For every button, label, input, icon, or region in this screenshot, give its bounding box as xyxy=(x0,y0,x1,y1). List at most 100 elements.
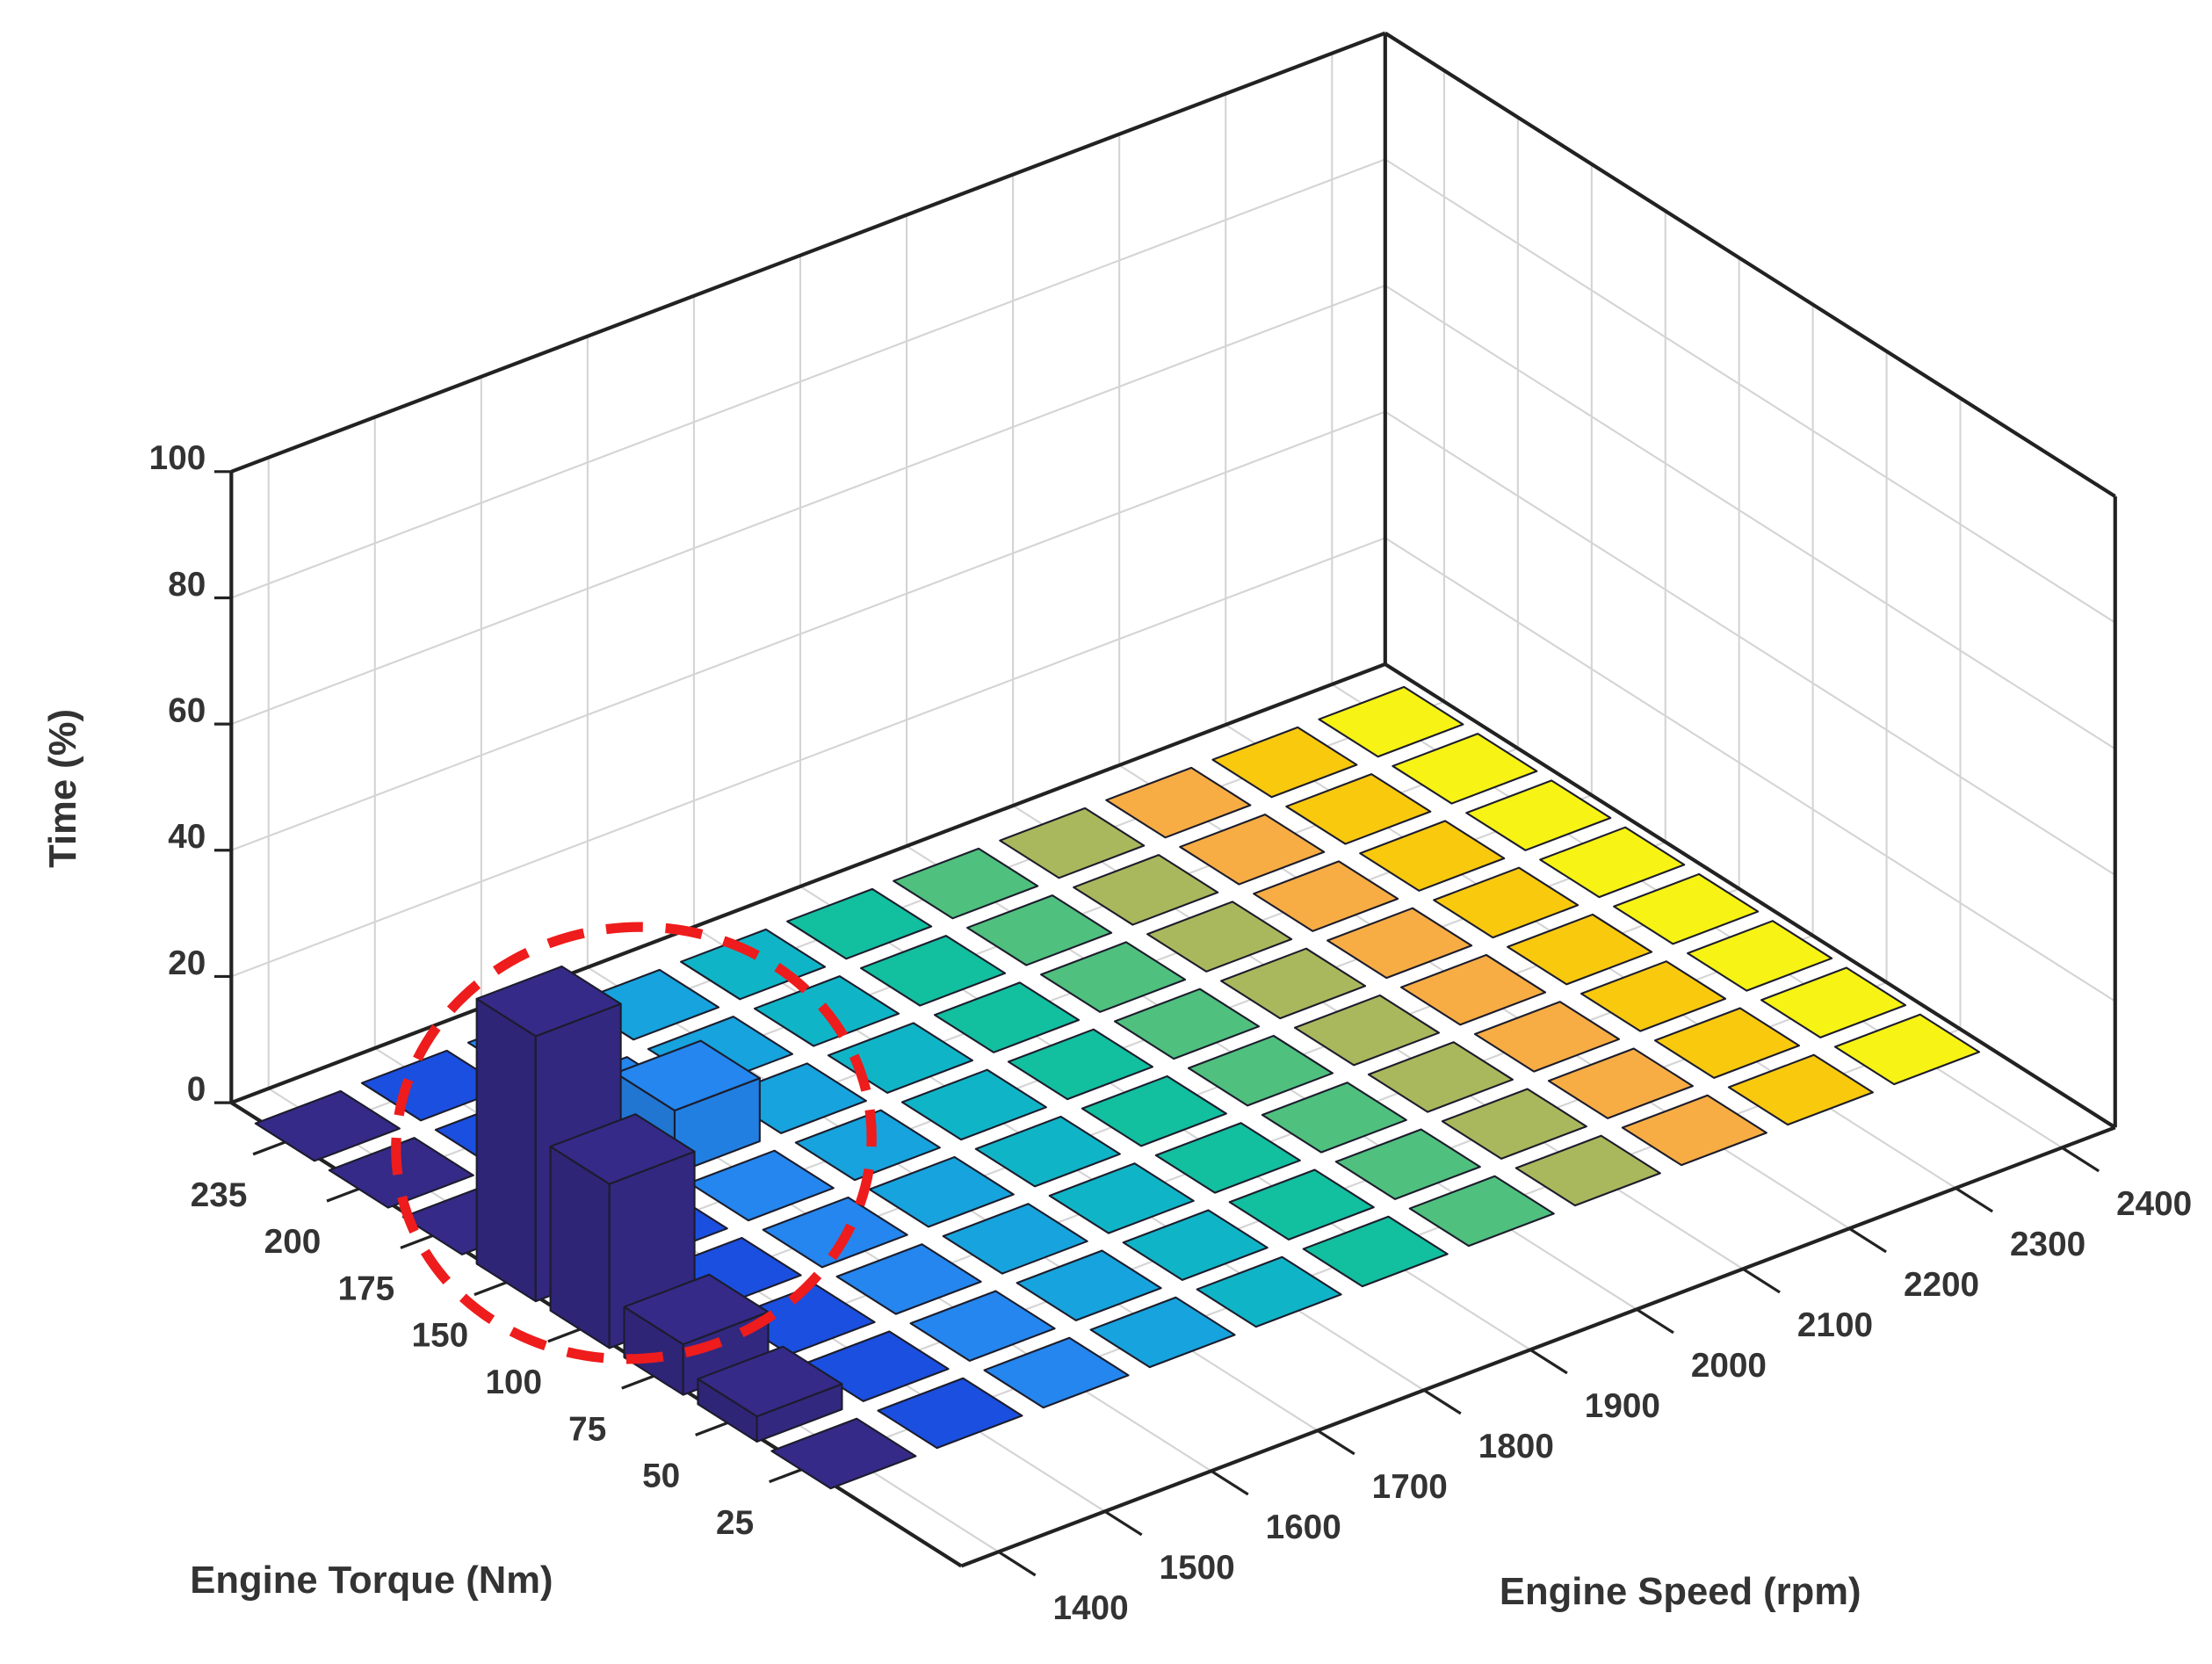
z-tick-label: 20 xyxy=(168,944,206,982)
bar xyxy=(1408,1175,1555,1248)
bar xyxy=(868,1155,1015,1228)
bar-top xyxy=(1760,966,1907,1038)
bar-top xyxy=(1211,726,1358,799)
bar-top xyxy=(1196,1255,1342,1328)
x-tick xyxy=(1955,1186,1994,1213)
bar-top xyxy=(1073,854,1219,926)
bar xyxy=(1073,854,1219,926)
bar-top xyxy=(1146,901,1293,973)
bar-top xyxy=(1547,1047,1694,1119)
axis-edge xyxy=(1384,31,2116,498)
grid-line xyxy=(1384,285,2116,750)
bar-top xyxy=(1261,1082,1407,1154)
bar-top xyxy=(254,1089,401,1162)
x-tick-label: 1500 xyxy=(1160,1549,1235,1587)
bar xyxy=(933,981,1081,1053)
bar xyxy=(1261,1082,1407,1154)
bar xyxy=(1833,1013,1981,1086)
x-tick-label: 1900 xyxy=(1585,1387,1660,1425)
bar xyxy=(1400,953,1547,1026)
bar xyxy=(983,1336,1130,1409)
x-tick-label: 2000 xyxy=(1691,1347,1767,1385)
z-tick-label: 60 xyxy=(168,691,206,729)
bar xyxy=(835,1243,982,1315)
y-tick-label: 75 xyxy=(568,1410,606,1448)
bar-top xyxy=(900,1068,1047,1141)
bar xyxy=(1326,907,1473,980)
bar-top xyxy=(1473,1001,1621,1073)
bars xyxy=(254,685,1981,1490)
x-tick-label: 2100 xyxy=(1797,1306,1873,1344)
bar-top xyxy=(835,1243,982,1315)
bar-top xyxy=(1220,947,1367,1020)
bar-top xyxy=(1334,1128,1481,1200)
bar-top xyxy=(1187,1034,1334,1107)
x-tick xyxy=(1848,1226,1887,1254)
bar-top xyxy=(1318,685,1464,758)
bar-top xyxy=(1016,1249,1162,1321)
bar-top xyxy=(1326,907,1473,980)
x-tick xyxy=(997,1550,1037,1577)
bar-top xyxy=(999,807,1146,879)
bar-top xyxy=(1400,953,1547,1026)
bar-top xyxy=(1253,860,1399,932)
y-axis-title: Engine Torque (Nm) xyxy=(190,1559,553,1602)
bar-top xyxy=(770,1417,917,1490)
bar-top xyxy=(1105,766,1252,839)
grid-line xyxy=(1384,158,2116,624)
bar xyxy=(762,1196,908,1269)
grid-line xyxy=(230,158,1386,599)
x-tick xyxy=(2061,1146,2100,1173)
bar-top xyxy=(1539,826,1686,899)
bar xyxy=(1211,726,1358,799)
grid-line xyxy=(230,410,1386,851)
highlight-ellipse xyxy=(391,922,877,1364)
bar-top xyxy=(1179,814,1326,886)
bar-top xyxy=(1613,872,1760,945)
x-tick xyxy=(1529,1348,1568,1375)
bar-top xyxy=(1228,1168,1375,1241)
x-tick-label: 1800 xyxy=(1478,1428,1554,1465)
x-tick-label: 2200 xyxy=(1904,1266,1979,1304)
axis-edge xyxy=(230,662,1386,1105)
bar-top xyxy=(762,1196,908,1269)
bar xyxy=(1285,773,1432,845)
bar xyxy=(1367,1041,1514,1113)
bar xyxy=(1433,866,1579,939)
bar-top xyxy=(786,887,933,960)
bar xyxy=(1441,1088,1587,1160)
bar xyxy=(697,1345,843,1443)
bar xyxy=(1318,685,1464,758)
bar-top xyxy=(909,1290,1056,1362)
y-tick-label: 25 xyxy=(716,1504,754,1542)
grid-line xyxy=(230,285,1386,726)
bar-top xyxy=(827,1022,974,1094)
bar xyxy=(1727,1053,1874,1126)
bar xyxy=(1253,860,1399,932)
bar xyxy=(999,807,1146,879)
bar xyxy=(877,1377,1023,1450)
bar-top xyxy=(1579,960,1727,1032)
z-tick-label: 100 xyxy=(149,439,206,477)
y-tick-label: 235 xyxy=(191,1176,248,1214)
bar-top xyxy=(1433,866,1579,939)
bar-top xyxy=(1653,1007,1801,1079)
bar-top xyxy=(623,1273,770,1346)
bar-top xyxy=(1040,941,1187,1013)
bar xyxy=(1122,1209,1269,1281)
bar xyxy=(966,894,1113,966)
x-tick xyxy=(1316,1429,1355,1456)
bar-top xyxy=(697,1345,843,1418)
bar-top xyxy=(1081,1074,1227,1147)
bar-top xyxy=(877,1377,1023,1450)
bar-top xyxy=(893,847,1039,920)
bar xyxy=(786,887,933,960)
bar xyxy=(1293,994,1441,1067)
bar-top xyxy=(1359,820,1506,892)
x-axis-title: Engine Speed (rpm) xyxy=(1500,1571,1861,1613)
bar xyxy=(1228,1168,1375,1241)
axis-edge xyxy=(1384,662,2116,1130)
bar-top xyxy=(1293,994,1441,1067)
x-tick-label: 1600 xyxy=(1266,1508,1341,1546)
